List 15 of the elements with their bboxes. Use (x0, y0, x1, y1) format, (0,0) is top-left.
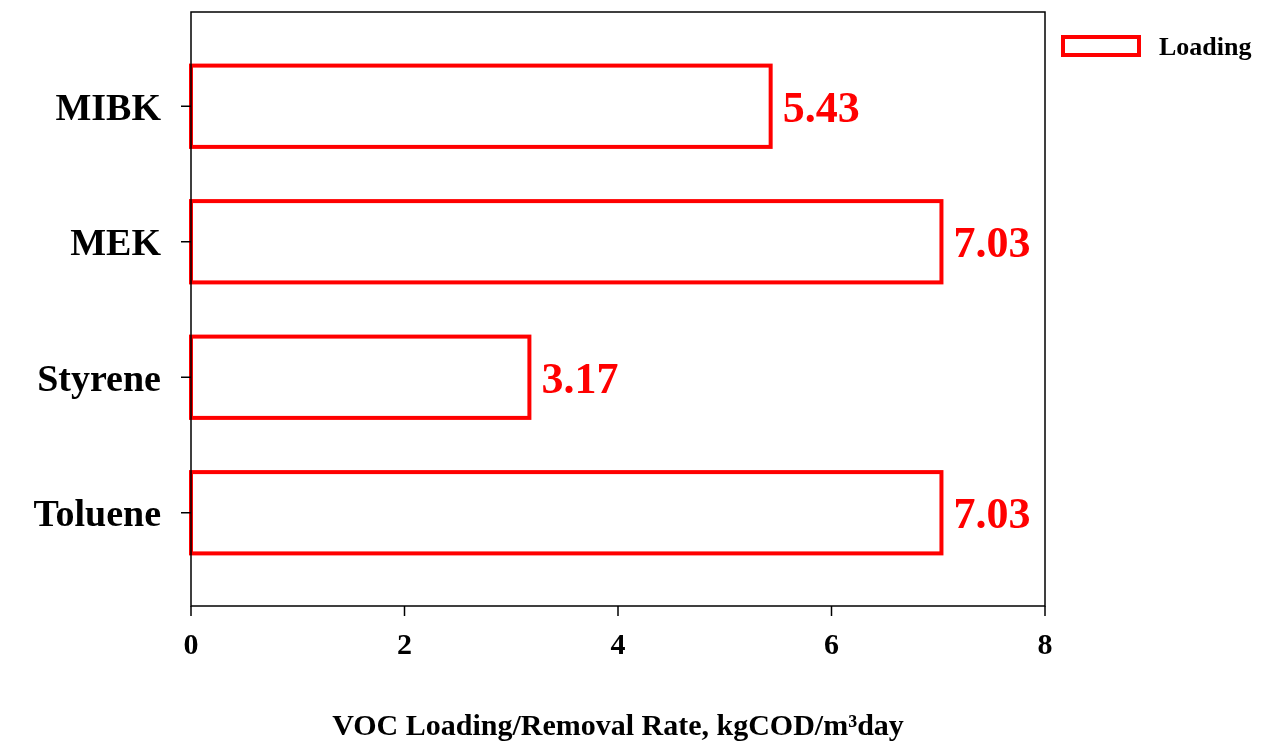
x-tick-label: 2 (397, 627, 412, 660)
data-label: 5.43 (782, 82, 860, 132)
data-label: 7.03 (953, 218, 1031, 268)
x-tick-label: 8 (1037, 627, 1053, 660)
data-label: 7.03 (953, 489, 1031, 539)
y-tick-label: Styrene (37, 356, 161, 399)
y-tick-label: MEK (70, 221, 162, 264)
x-tick-label: 4 (610, 627, 626, 660)
y-tick-label: MIBK (55, 85, 162, 128)
y-tick-label: Toluene (33, 492, 161, 535)
x-tick-label: 0 (183, 627, 199, 660)
legend-label: Loading (1159, 32, 1252, 62)
x-axis-title: VOC Loading/Removal Rate, kgCOD/m³day (332, 708, 904, 741)
x-tick-label: 6 (824, 627, 839, 660)
data-label: 3.17 (541, 353, 619, 403)
